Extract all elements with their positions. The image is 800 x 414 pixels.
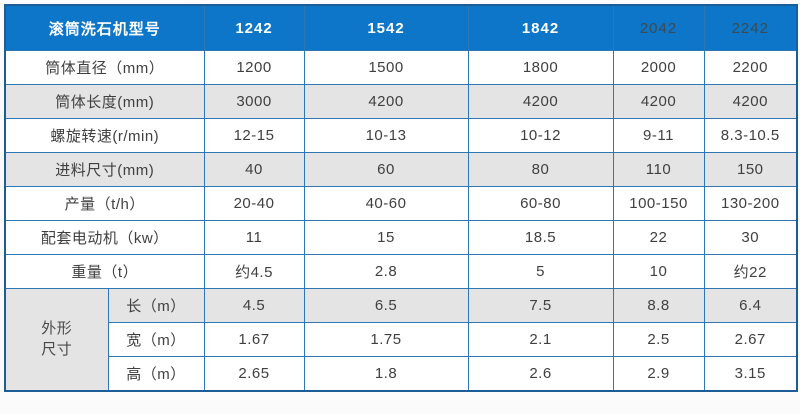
spec-value: 60	[303, 152, 469, 187]
spec-value: 3.15	[703, 356, 798, 392]
spec-value: 110	[612, 152, 705, 187]
header-model-cell: 2242	[703, 4, 798, 51]
spec-value: 2.8	[303, 254, 469, 289]
spec-value: 2.67	[703, 322, 798, 357]
spec-row-weight: 重量（t） 约4.5 2.8 5 10 约22	[4, 254, 798, 289]
spec-value: 2000	[612, 50, 705, 85]
spec-value: 2200	[703, 50, 798, 85]
spec-value: 4.5	[203, 288, 305, 323]
spec-value: 1.8	[303, 356, 469, 392]
spec-table: 滚筒洗石机型号 1242 1542 1842 2042 2242 筒体直径（mm…	[4, 4, 799, 392]
spec-value: 100-150	[612, 186, 705, 221]
spec-value: 3000	[203, 84, 305, 119]
spec-row-feed-size: 进料尺寸(mm) 40 60 80 110 150	[4, 152, 798, 187]
spec-value: 1.67	[203, 322, 305, 357]
spec-value: 2.9	[612, 356, 705, 392]
spec-label: 筒体长度(mm)	[4, 84, 205, 119]
spec-value: 18.5	[467, 220, 614, 255]
spec-row-drum-length: 筒体长度(mm) 3000 4200 4200 4200 4200	[4, 84, 798, 119]
spec-value: 4200	[467, 84, 614, 119]
spec-value: 1200	[203, 50, 305, 85]
header-model-cell: 1242	[203, 4, 305, 51]
spec-label: 高（m）	[107, 356, 205, 392]
spec-value: 60-80	[467, 186, 614, 221]
spec-label: 筒体直径（mm）	[4, 50, 205, 85]
header-model-cell: 1842	[467, 4, 614, 51]
spec-value: 10-12	[467, 118, 614, 153]
spec-row-dim-height: 高（m） 2.65 1.8 2.6 2.9 3.15	[5, 356, 798, 392]
spec-label: 螺旋转速(r/min)	[4, 118, 205, 153]
dimension-group-label: 外形 尺寸	[4, 288, 109, 392]
spec-row-drum-diameter: 筒体直径（mm） 1200 1500 1800 2000 2200	[4, 50, 798, 85]
spec-value: 9-11	[612, 118, 705, 153]
spec-value: 7.5	[467, 288, 614, 323]
spec-value: 约4.5	[203, 254, 305, 289]
spec-label: 配套电动机（kw）	[4, 220, 205, 255]
spec-value: 40-60	[303, 186, 469, 221]
spec-row-spiral-speed: 螺旋转速(r/min) 12-15 10-13 10-12 9-11 8.3-1…	[4, 118, 798, 153]
spec-value: 6.4	[703, 288, 798, 323]
spec-label: 产量（t/h）	[4, 186, 205, 221]
spec-value: 4200	[303, 84, 469, 119]
spec-value: 15	[303, 220, 469, 255]
spec-value: 150	[703, 152, 798, 187]
spec-label: 长（m）	[107, 288, 205, 323]
header-model-cell: 2042	[612, 4, 705, 51]
spec-value: 4200	[612, 84, 705, 119]
spec-value: 6.5	[303, 288, 469, 323]
spec-row-capacity: 产量（t/h） 20-40 40-60 60-80 100-150 130-20…	[4, 186, 798, 221]
spec-value: 1800	[467, 50, 614, 85]
spec-value: 22	[612, 220, 705, 255]
spec-value: 30	[703, 220, 798, 255]
spec-value: 约22	[703, 254, 798, 289]
header-row: 滚筒洗石机型号 1242 1542 1842 2042 2242	[4, 4, 798, 51]
spec-value: 4200	[703, 84, 798, 119]
spec-value: 2.1	[467, 322, 614, 357]
spec-value: 40	[203, 152, 305, 187]
spec-value: 80	[467, 152, 614, 187]
header-title-cell: 滚筒洗石机型号	[4, 4, 205, 51]
spec-row-motor: 配套电动机（kw） 11 15 18.5 22 30	[4, 220, 798, 255]
spec-label: 进料尺寸(mm)	[4, 152, 205, 187]
header-model-cell: 1542	[303, 4, 469, 51]
spec-value: 12-15	[203, 118, 305, 153]
spec-label: 宽（m）	[107, 322, 205, 357]
spec-value: 10-13	[303, 118, 469, 153]
spec-value: 1500	[303, 50, 469, 85]
spec-value: 20-40	[203, 186, 305, 221]
spec-value: 2.65	[203, 356, 305, 392]
spec-label: 重量（t）	[4, 254, 205, 289]
spec-value: 11	[203, 220, 305, 255]
spec-value: 5	[467, 254, 614, 289]
spec-value: 130-200	[703, 186, 798, 221]
spec-value: 2.6	[467, 356, 614, 392]
spec-value: 1.75	[303, 322, 469, 357]
spec-row-dim-width: 宽（m） 1.67 1.75 2.1 2.5 2.67	[5, 322, 798, 357]
spec-value: 10	[612, 254, 705, 289]
spec-value: 8.3-10.5	[703, 118, 798, 153]
spec-row-dim-length: 外形 尺寸 长（m） 4.5 6.5 7.5 8.8 6.4	[4, 288, 798, 392]
spec-value: 8.8	[612, 288, 705, 323]
spec-value: 2.5	[612, 322, 705, 357]
